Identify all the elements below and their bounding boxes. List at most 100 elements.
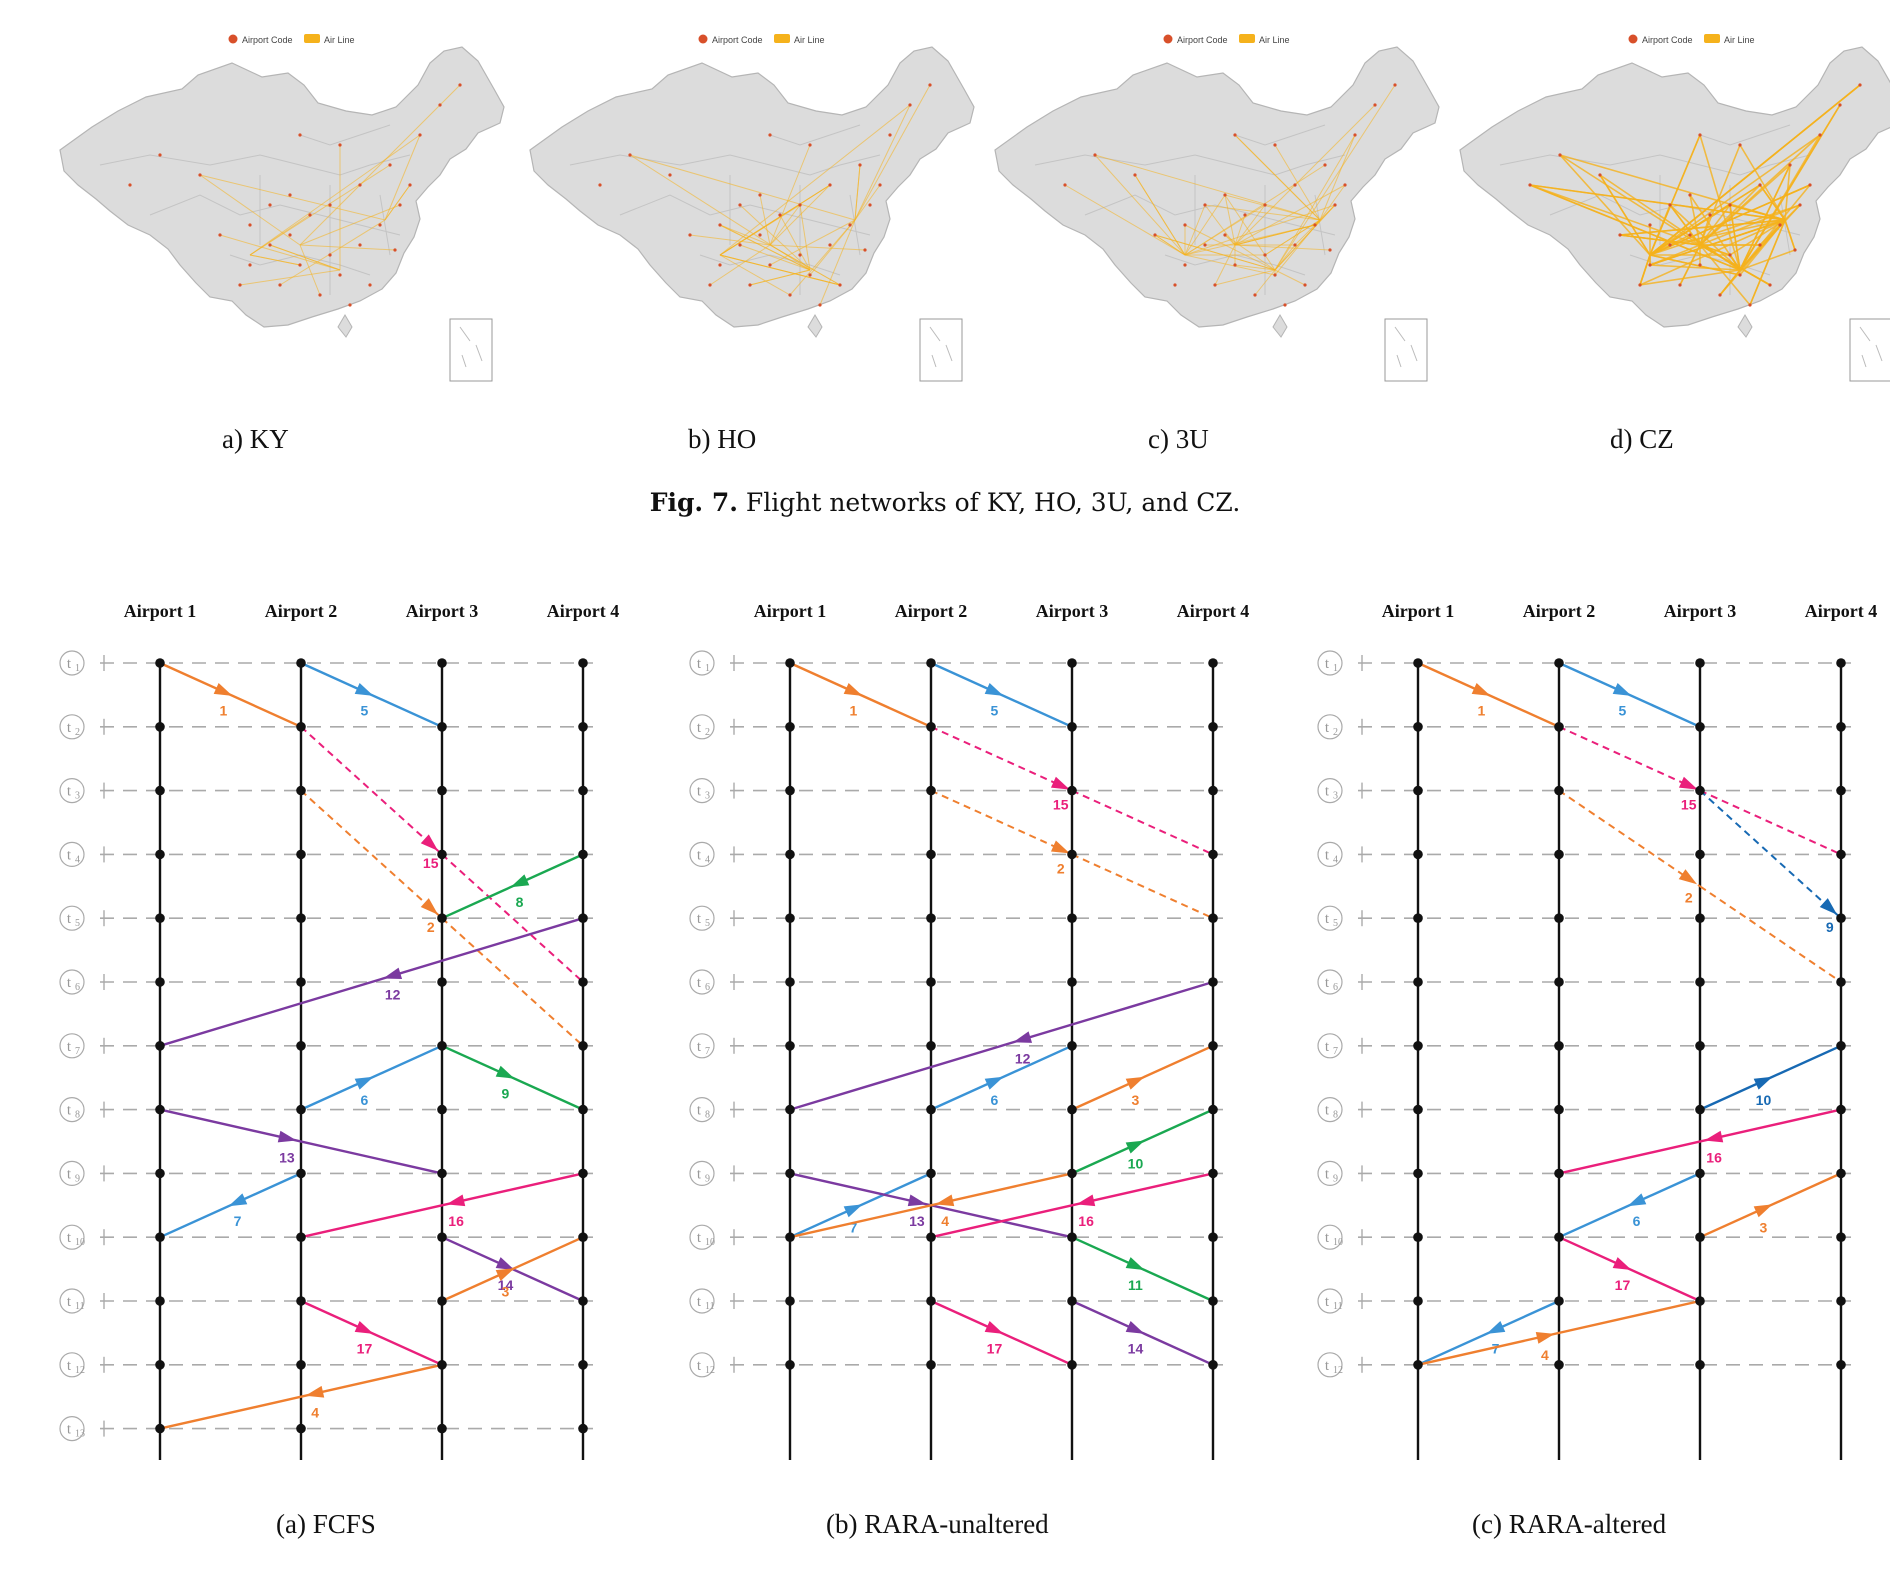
flight-line: [300, 726, 443, 856]
time-label: t: [1325, 656, 1330, 672]
route-line: [1274, 204, 1336, 271]
time-node: [1208, 1296, 1218, 1306]
airport-dot: [458, 83, 462, 87]
time-node: [785, 1232, 795, 1242]
time-label-ring: [59, 650, 85, 676]
time-node: [437, 1423, 447, 1434]
airport-header-2: Airport 2: [895, 601, 967, 621]
time-label: t: [67, 1230, 72, 1246]
time-node: [1208, 1168, 1218, 1179]
time-label-index: 10: [705, 1237, 715, 1248]
flight-line: [1558, 725, 1701, 792]
time-label-index: 4: [75, 854, 80, 865]
flight-arrow: [1819, 898, 1838, 915]
time-node: [1554, 785, 1564, 796]
time-node: [437, 658, 447, 668]
time-node: [1695, 1041, 1705, 1051]
route-line: [1234, 224, 1316, 246]
route-line: [1224, 194, 1236, 246]
airport-dot: [1313, 223, 1317, 227]
flight-arc: [441, 917, 584, 1047]
time-label-index: 12: [705, 1365, 715, 1376]
time-node: [437, 1041, 447, 1051]
flight-arc: 9: [441, 1044, 584, 1111]
flight-arrow: [1678, 869, 1697, 885]
flight-number-label: 10: [1756, 1092, 1772, 1108]
airport-dot: [1558, 153, 1562, 157]
airport-code-legend-dot: [1163, 34, 1173, 44]
route-line: [1319, 134, 1356, 221]
time-label-index: 7: [75, 1046, 80, 1057]
flight-line: [159, 1363, 443, 1430]
flight-line: [300, 789, 443, 919]
flight-number-label: 7: [850, 1219, 858, 1235]
airport-dot: [1738, 143, 1742, 147]
airport-dot: [848, 223, 852, 227]
flight-arc: 16: [1558, 1108, 1842, 1175]
time-node: [1836, 977, 1846, 987]
route-line: [719, 104, 911, 256]
time-label-ring: [59, 1288, 85, 1314]
flight-arrow: [495, 1268, 515, 1282]
route-line: [1224, 234, 1276, 271]
airport-dot: [788, 293, 792, 297]
route-line: [1649, 84, 1861, 256]
time-label-ring: [59, 1352, 85, 1378]
time-label: t: [1325, 1294, 1330, 1310]
airport-dot: [1343, 183, 1347, 187]
flight-arc: 11: [1071, 1236, 1214, 1303]
air-line-legend-label: Air Line: [324, 35, 355, 45]
airport-dots: [598, 83, 932, 307]
time-label-index: 12: [75, 1365, 85, 1376]
flight-arrow: [213, 682, 233, 696]
time-node: [437, 1296, 447, 1306]
time-label-ring: [689, 778, 715, 804]
time-label-ring: [1317, 1033, 1343, 1059]
flight-arc: 1: [1417, 661, 1560, 728]
time-node: [926, 1360, 936, 1370]
route-line: [1234, 184, 1346, 246]
air-line-legend-label: Air Line: [1724, 35, 1755, 45]
airport-dot: [418, 133, 422, 137]
airport-code-legend-label: Airport Code: [1642, 35, 1693, 45]
airport-header-1: Airport 1: [124, 601, 196, 621]
airport-dot: [1728, 203, 1732, 207]
time-node: [1836, 913, 1846, 923]
airport-dot: [128, 183, 132, 187]
flight-number-label: 7: [234, 1213, 242, 1229]
airport-header-4: Airport 4: [1805, 601, 1877, 621]
time-label-index: 2: [1333, 727, 1338, 738]
time-node: [296, 1104, 306, 1115]
route-lines: [199, 84, 461, 296]
airport-dot: [1648, 223, 1652, 227]
route-line: [1784, 219, 1796, 251]
flight-number-label: 17: [987, 1341, 1003, 1357]
time-label-ring: [1317, 714, 1343, 740]
flight-arc: [1699, 885, 1842, 983]
flight-arc: 14: [1071, 1299, 1214, 1366]
airport-dot: [1273, 143, 1277, 147]
time-node: [926, 1168, 936, 1179]
time-label-index: 3: [75, 791, 80, 802]
airport-dot: [1668, 203, 1672, 207]
time-label: t: [697, 784, 702, 800]
flight-arc: 10: [1699, 1044, 1842, 1111]
time-label: t: [1325, 847, 1330, 863]
airport-dot: [1528, 183, 1532, 187]
time-node: [437, 849, 447, 860]
airport-dot: [628, 153, 632, 157]
time-node: [296, 1423, 306, 1434]
flight-arrow: [1678, 776, 1698, 790]
time-node: [437, 785, 447, 796]
route-line: [1529, 184, 1741, 271]
time-node: [1413, 977, 1423, 987]
flight-number-label: 1: [1478, 703, 1486, 719]
time-label: t: [67, 1422, 72, 1438]
airport-dot: [778, 213, 782, 217]
flight-arc: 5: [300, 661, 443, 728]
flight-line: [930, 725, 1073, 792]
time-label-ring: [1317, 1352, 1343, 1378]
airport-dot: [318, 293, 322, 297]
airport-code-legend-label: Airport Code: [242, 35, 293, 45]
airport-dot: [1778, 223, 1782, 227]
